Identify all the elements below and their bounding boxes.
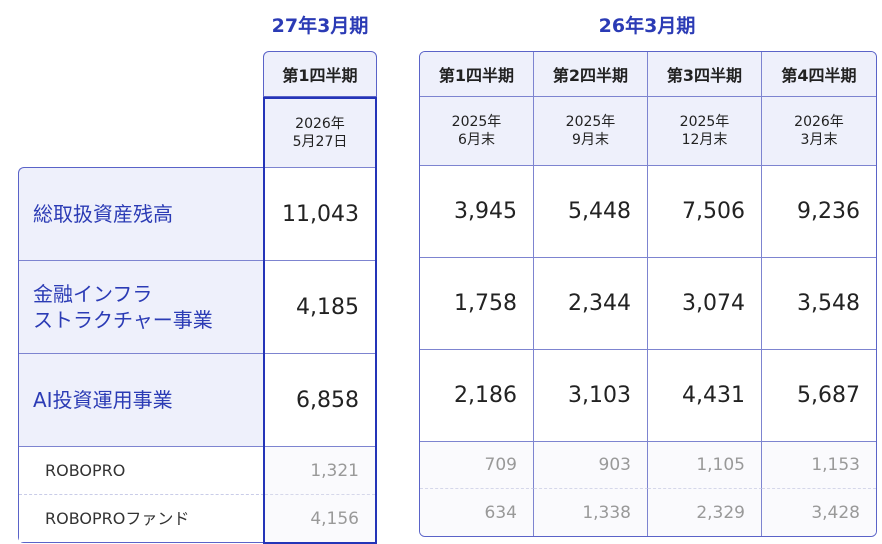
fy26-row-total-aum: 3,945 5,448 7,506 9,236	[420, 166, 876, 258]
fy27-date: 2026年 5月27日	[265, 99, 375, 168]
fy26-q1-robopro: 709	[420, 442, 534, 489]
fy26-row-robopro: 709 903 1,105 1,153	[420, 442, 876, 489]
fy26-q4-header: 第4四半期	[762, 52, 876, 97]
fy26-q1-date-month: 6月末	[458, 132, 495, 148]
fy26-q1-total-aum: 3,945	[420, 166, 534, 258]
fy26-q3-date: 2025年 12月末	[648, 97, 762, 166]
fy27-title: 27年3月期	[271, 15, 369, 37]
fy27-column: 2026年 5月27日 11,043 4,185 6,858 1,321 4,1…	[263, 97, 377, 544]
fy26-row-ai-investment: 2,186 3,103 4,431 5,687	[420, 350, 876, 442]
fy27-value-robopro-fund: 4,156	[265, 495, 375, 542]
fy27-quarter-header: 第1四半期	[263, 51, 377, 97]
fy26-q1-date: 2025年 6月末	[420, 97, 534, 166]
fy26-q4-date-year: 2026年	[794, 114, 844, 130]
fy26-row-financial-infra: 1,758 2,344 3,074 3,548	[420, 258, 876, 350]
fy26-row-robopro-fund: 634 1,338 2,329 3,428	[420, 489, 876, 536]
fy26-q2-date-month: 9月末	[572, 132, 609, 148]
fy27-value-ai-investment: 6,858	[265, 354, 375, 447]
fy26-q3-total-aum: 7,506	[648, 166, 762, 258]
fy26-q1-ai-investment: 2,186	[420, 350, 534, 442]
fy26-q4-date: 2026年 3月末	[762, 97, 876, 166]
fy26-q4-ai-investment: 5,687	[762, 350, 876, 442]
fy26-q3-header: 第3四半期	[648, 52, 762, 97]
fy26-q2-financial-infra: 2,344	[534, 258, 648, 350]
fy26-header-row: 第1四半期 第2四半期 第3四半期 第4四半期	[420, 52, 876, 97]
fy26-q2-ai-investment: 3,103	[534, 350, 648, 442]
row-label-ai-investment: AI投資運用事業	[19, 354, 264, 447]
fy26-q2-date-year: 2025年	[565, 114, 616, 130]
fy26-q4-date-month: 3月末	[800, 132, 838, 148]
fy26-title: 26年3月期	[598, 15, 696, 37]
row-label-robopro: ROBOPRO	[19, 447, 264, 495]
fy27-date-year: 2026年	[295, 116, 345, 132]
fy26-q2-header: 第2四半期	[534, 52, 648, 97]
fy26-q2-date: 2025年 9月末	[534, 97, 648, 166]
fy26-q1-date-year: 2025年	[451, 114, 502, 130]
fy26-q4-robopro: 1,153	[762, 442, 876, 489]
fy26-table: 第1四半期 第2四半期 第3四半期 第4四半期 2025年 6月末 2025年 9月…	[419, 51, 877, 537]
fy26-q4-robopro-fund: 3,428	[762, 489, 876, 536]
fy26-q1-financial-infra: 1,758	[420, 258, 534, 350]
fy26-q1-header: 第1四半期	[420, 52, 534, 97]
fy27-header-wrap: 第1四半期	[263, 51, 377, 97]
row-label-column: 総取扱資産残高 金融インフラ ストラクチャー事業 AI投資運用事業 ROBOPR…	[18, 167, 264, 543]
fy26-q3-date-year: 2025年	[679, 114, 730, 130]
fy26-q3-ai-investment: 4,431	[648, 350, 762, 442]
fy26-date-row: 2025年 6月末 2025年 9月末 2025年 12月末 2026年 3月末	[420, 97, 876, 166]
fy27-value-robopro: 1,321	[265, 447, 375, 495]
fy26-q4-financial-infra: 3,548	[762, 258, 876, 350]
fy27-date-day: 5月27日	[292, 134, 348, 150]
fy26-q3-financial-infra: 3,074	[648, 258, 762, 350]
fy26-q4-total-aum: 9,236	[762, 166, 876, 258]
row-label-financial-infra: 金融インフラ ストラクチャー事業	[19, 261, 264, 354]
row-label-total-aum: 総取扱資産残高	[19, 168, 264, 261]
fy27-value-financial-infra: 4,185	[265, 261, 375, 354]
fy26-q3-robopro: 1,105	[648, 442, 762, 489]
fy26-q2-robopro: 903	[534, 442, 648, 489]
fy26-q3-robopro-fund: 2,329	[648, 489, 762, 536]
fy26-q2-robopro-fund: 1,338	[534, 489, 648, 536]
row-label-robopro-fund: ROBOPROファンド	[19, 495, 264, 542]
fy26-q2-total-aum: 5,448	[534, 166, 648, 258]
fy26-q1-robopro-fund: 634	[420, 489, 534, 536]
fy26-q3-date-month: 12月末	[681, 132, 728, 148]
fy27-value-total-aum: 11,043	[265, 168, 375, 261]
